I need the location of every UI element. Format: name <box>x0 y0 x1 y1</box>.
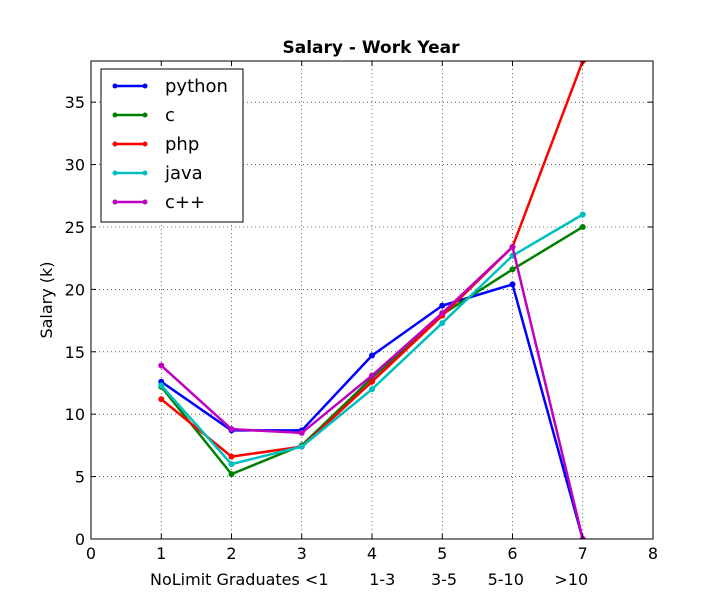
legend-marker <box>112 199 118 205</box>
x-tick-label: 2 <box>226 544 236 563</box>
x-tick-label: 8 <box>648 544 658 563</box>
legend-marker <box>112 170 118 176</box>
y-axis-label: Salary (k) <box>37 261 56 338</box>
data-point <box>439 310 446 317</box>
data-point <box>298 429 305 436</box>
axis-ticks: 0 1 2 3 4 5 6 7 8 0 5 10 15 20 25 30 35 <box>65 61 658 563</box>
data-point <box>509 243 516 250</box>
data-point <box>439 302 446 309</box>
legend-item: python <box>112 76 228 97</box>
series-java <box>158 211 586 468</box>
series-c++ <box>158 243 586 539</box>
x-tick-label: 4 <box>367 544 377 563</box>
legend-item: c++ <box>112 192 205 213</box>
x-tick-label: 0 <box>86 544 96 563</box>
data-point <box>579 223 586 230</box>
legend-label: c++ <box>165 192 205 213</box>
series-python <box>158 281 586 539</box>
x-tick-label: 6 <box>507 544 517 563</box>
series-line <box>160 245 584 539</box>
y-tick-label: 5 <box>75 468 85 487</box>
data-point <box>158 382 165 389</box>
legend: python c php java c++ <box>100 68 244 223</box>
data-point <box>509 266 516 273</box>
x-tick-label: 5 <box>437 544 447 563</box>
data-point <box>228 461 235 468</box>
series-line <box>160 283 584 539</box>
y-tick-label: 30 <box>65 156 85 175</box>
data-point <box>158 362 165 369</box>
data-point <box>228 453 235 460</box>
legend-item: java <box>112 163 203 184</box>
legend-marker <box>142 83 148 89</box>
data-point <box>369 378 375 385</box>
x-tick-label: 7 <box>578 544 588 563</box>
data-point <box>369 386 375 393</box>
y-tick-label: 10 <box>65 405 85 424</box>
y-tick-label: 15 <box>65 343 85 362</box>
data-point <box>298 443 305 450</box>
legend-box <box>100 68 244 223</box>
legend-marker <box>112 112 118 118</box>
data-point <box>228 471 235 478</box>
legend-marker <box>142 170 148 176</box>
legend-marker <box>142 141 148 147</box>
data-point <box>369 372 375 379</box>
data-point <box>439 320 446 327</box>
series-c <box>158 223 586 478</box>
data-point <box>509 281 516 288</box>
chart-title: Salary - Work Year <box>283 38 461 58</box>
legend-label: python <box>165 76 228 97</box>
x-tick-label: 1 <box>156 544 166 563</box>
legend-item: php <box>112 134 199 155</box>
legend-label: c <box>165 105 175 126</box>
data-point <box>228 426 235 433</box>
legend-marker <box>112 141 118 147</box>
legend-label: php <box>165 134 199 155</box>
x-tick-label: 3 <box>297 544 307 563</box>
data-point <box>579 211 586 218</box>
y-tick-label: 25 <box>65 218 85 237</box>
legend-marker <box>142 199 148 205</box>
y-tick-label: 35 <box>65 93 85 112</box>
legend-item: c <box>112 105 175 126</box>
data-point <box>369 352 375 359</box>
legend-label: java <box>164 163 203 184</box>
y-tick-label: 0 <box>75 530 85 549</box>
y-tick-label: 20 <box>65 280 85 299</box>
series-lines <box>158 61 586 539</box>
data-point <box>158 396 165 403</box>
legend-marker <box>112 83 118 89</box>
legend-marker <box>142 112 148 118</box>
x-axis-label: NoLimit Graduates <1 1-3 3-5 5-10 >10 <box>150 570 588 589</box>
